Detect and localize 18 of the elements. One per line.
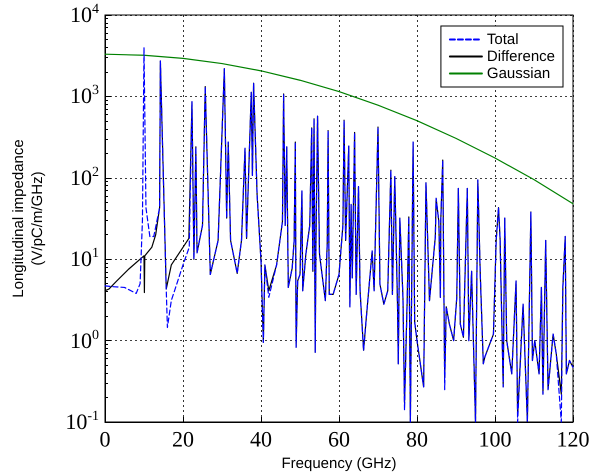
y-tick-label: 10$^{2}$ [70, 164, 99, 191]
y-axis-title: Longitudinal impedance (V/pC/m/GHz) [10, 139, 46, 298]
x-tick-label: 60 [328, 426, 350, 452]
x-tick-label: 80 [406, 426, 428, 452]
x-axis-title: Frequency (GHz) [281, 455, 397, 472]
x-tick-label: 120 [556, 426, 590, 452]
y-tick-label: 10$^{4}$ [70, 2, 99, 28]
legend-label: Total [486, 31, 519, 48]
x-tick-label: 0 [100, 426, 110, 452]
legend-label: Gaussian [486, 65, 550, 82]
y-tick-label: 10$^{1}$ [70, 246, 99, 272]
x-tick-label: 20 [172, 426, 194, 452]
y-tick-label: 10$^{-1}$ [65, 409, 99, 435]
x-tick-label: 100 [478, 426, 512, 452]
y-tick-label: 10$^{3}$ [70, 83, 99, 110]
x-tick-label: 40 [250, 426, 272, 452]
legend-label: Difference [486, 48, 555, 65]
y-tick-label: 10$^{0}$ [70, 328, 99, 354]
